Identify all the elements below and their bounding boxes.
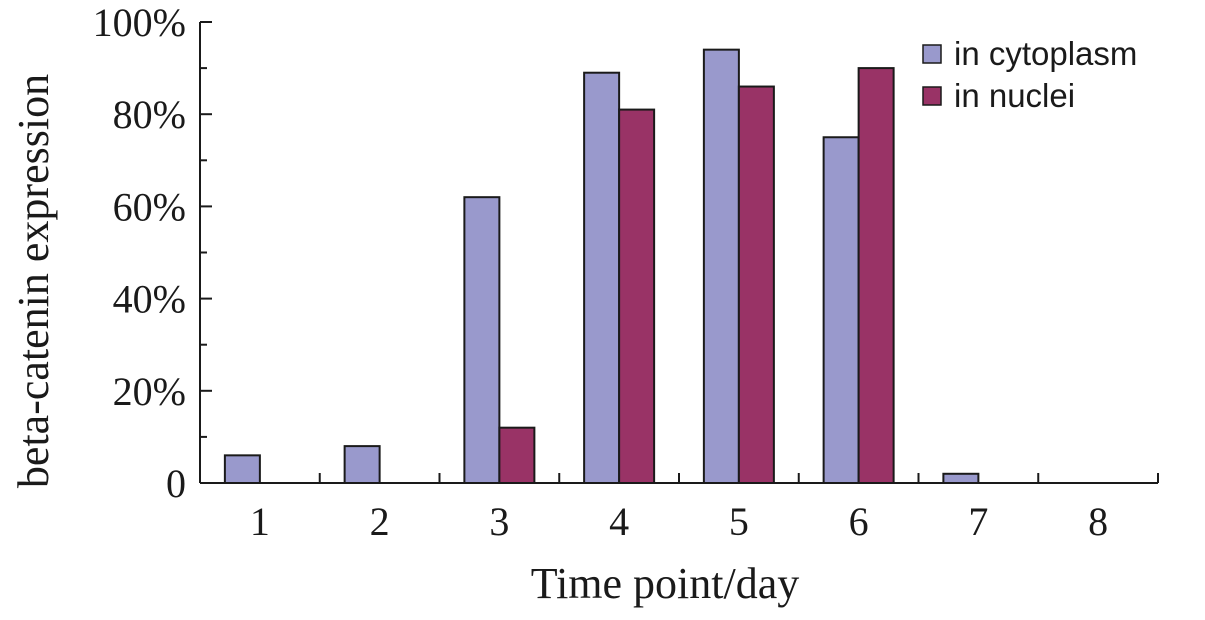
bar [857,67,895,484]
y-tick-label: 80% [113,92,186,137]
x-tick-label: 6 [849,499,869,544]
legend-label: in nuclei [954,77,1075,114]
bar [498,426,536,484]
x-axis-title: Time point/day [531,559,800,608]
x-ticks: 1 2 3 4 5 6 7 8 [250,473,1159,544]
x-tick-label: 3 [489,499,509,544]
y-tick-label: 40% [113,277,186,322]
bar [822,136,860,484]
x-tick-label: 4 [609,499,629,544]
x-tick-label: 7 [968,499,988,544]
bar [223,454,261,484]
x-tick-label: 8 [1088,499,1108,544]
y-tick-label: 100% [93,0,186,45]
bar [583,71,621,485]
x-tick-label: 1 [250,499,270,544]
series-1 [223,48,980,485]
bar [942,472,980,484]
y-tick-label: 20% [113,369,186,414]
y-axis-title: beta-catenin expression [9,74,58,488]
bar [463,196,501,484]
legend: in cytoplasm in nuclei [922,35,1137,114]
plot-area [223,48,980,485]
bar [737,85,775,484]
legend-swatch [922,86,942,106]
legend-label: in cytoplasm [954,35,1137,72]
x-tick-label: 5 [729,499,749,544]
y-tick-label: 0 [166,461,186,506]
bar [343,445,381,484]
bar [618,108,656,484]
legend-swatch [922,44,942,64]
y-ticks: 0 20% 40% 60% 80% 100% [93,0,212,506]
y-tick-label: 60% [113,184,186,229]
bar [702,48,740,484]
x-tick-label: 2 [370,499,390,544]
